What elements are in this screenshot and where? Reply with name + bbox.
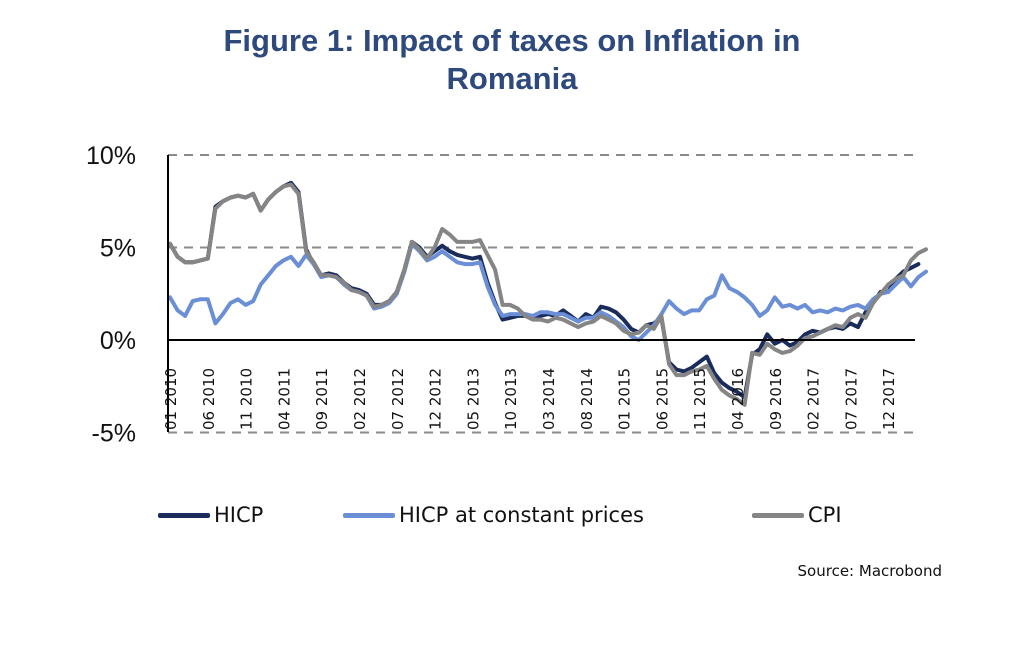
x-tick-label: 11 2010 — [238, 368, 256, 430]
x-tick-label: 06 2015 — [653, 368, 671, 430]
x-tick-label: 04 2011 — [275, 368, 293, 430]
x-tick-label: 09 2016 — [767, 368, 785, 430]
x-tick-label: 09 2011 — [313, 368, 331, 430]
legend-item-hicp-constant: HICP at constant prices — [343, 503, 644, 527]
x-tick-label: 05 2013 — [464, 368, 482, 430]
legend-swatch-cpi — [752, 512, 804, 518]
legend-swatch-hicp-constant — [343, 512, 395, 518]
source-note: Source: Macrobond — [797, 562, 942, 580]
chart-title-line-2: Romania — [446, 61, 578, 96]
x-tick-label: 04 2016 — [729, 368, 747, 430]
legend-label-cpi: CPI — [808, 503, 842, 527]
legend: HICP HICP at constant prices CPI — [0, 503, 1024, 537]
x-tick-label: 02 2017 — [805, 368, 823, 430]
legend-label-hicp-constant: HICP at constant prices — [399, 503, 644, 527]
x-tick-label: 01 2015 — [616, 368, 634, 430]
line-chart: 10% 5% 0% -5% 01 2010 06 2010 11 2010 04 2011 09… — [86, 142, 928, 448]
x-tick-label: 07 2012 — [389, 368, 407, 430]
y-tick-label: 0% — [100, 327, 136, 355]
x-tick-label: 01 2010 — [162, 368, 180, 430]
x-tick-label: 12 2012 — [427, 368, 445, 430]
chart-title: Figure 1: Impact of taxes on Inflation i… — [0, 22, 1024, 98]
y-tick-label: 10% — [86, 142, 136, 170]
legend-label-hicp: HICP — [214, 503, 264, 527]
y-tick-label: -5% — [92, 420, 136, 448]
x-tick-label: 10 2013 — [502, 368, 520, 430]
series-line-hicp-constant-prices — [168, 241, 928, 342]
series-line-hicp — [168, 180, 921, 400]
y-tick-label: 5% — [100, 235, 136, 263]
x-tick-label: 11 2015 — [691, 368, 709, 430]
x-tick-label: 03 2014 — [540, 368, 558, 430]
legend-item-hicp: HICP — [158, 503, 263, 527]
chart-title-line-1: Figure 1: Impact of taxes on Inflation i… — [223, 23, 801, 58]
legend-swatch-hicp — [158, 512, 210, 518]
x-tick-label: 12 2017 — [880, 368, 898, 430]
x-tick-label: 07 2017 — [842, 368, 860, 430]
legend-item-cpi: CPI — [752, 503, 842, 527]
x-tick-label: 08 2014 — [578, 368, 596, 430]
series-line-cpi — [168, 182, 928, 407]
x-tick-label: 06 2010 — [200, 368, 218, 430]
x-tick-label: 02 2012 — [351, 368, 369, 430]
